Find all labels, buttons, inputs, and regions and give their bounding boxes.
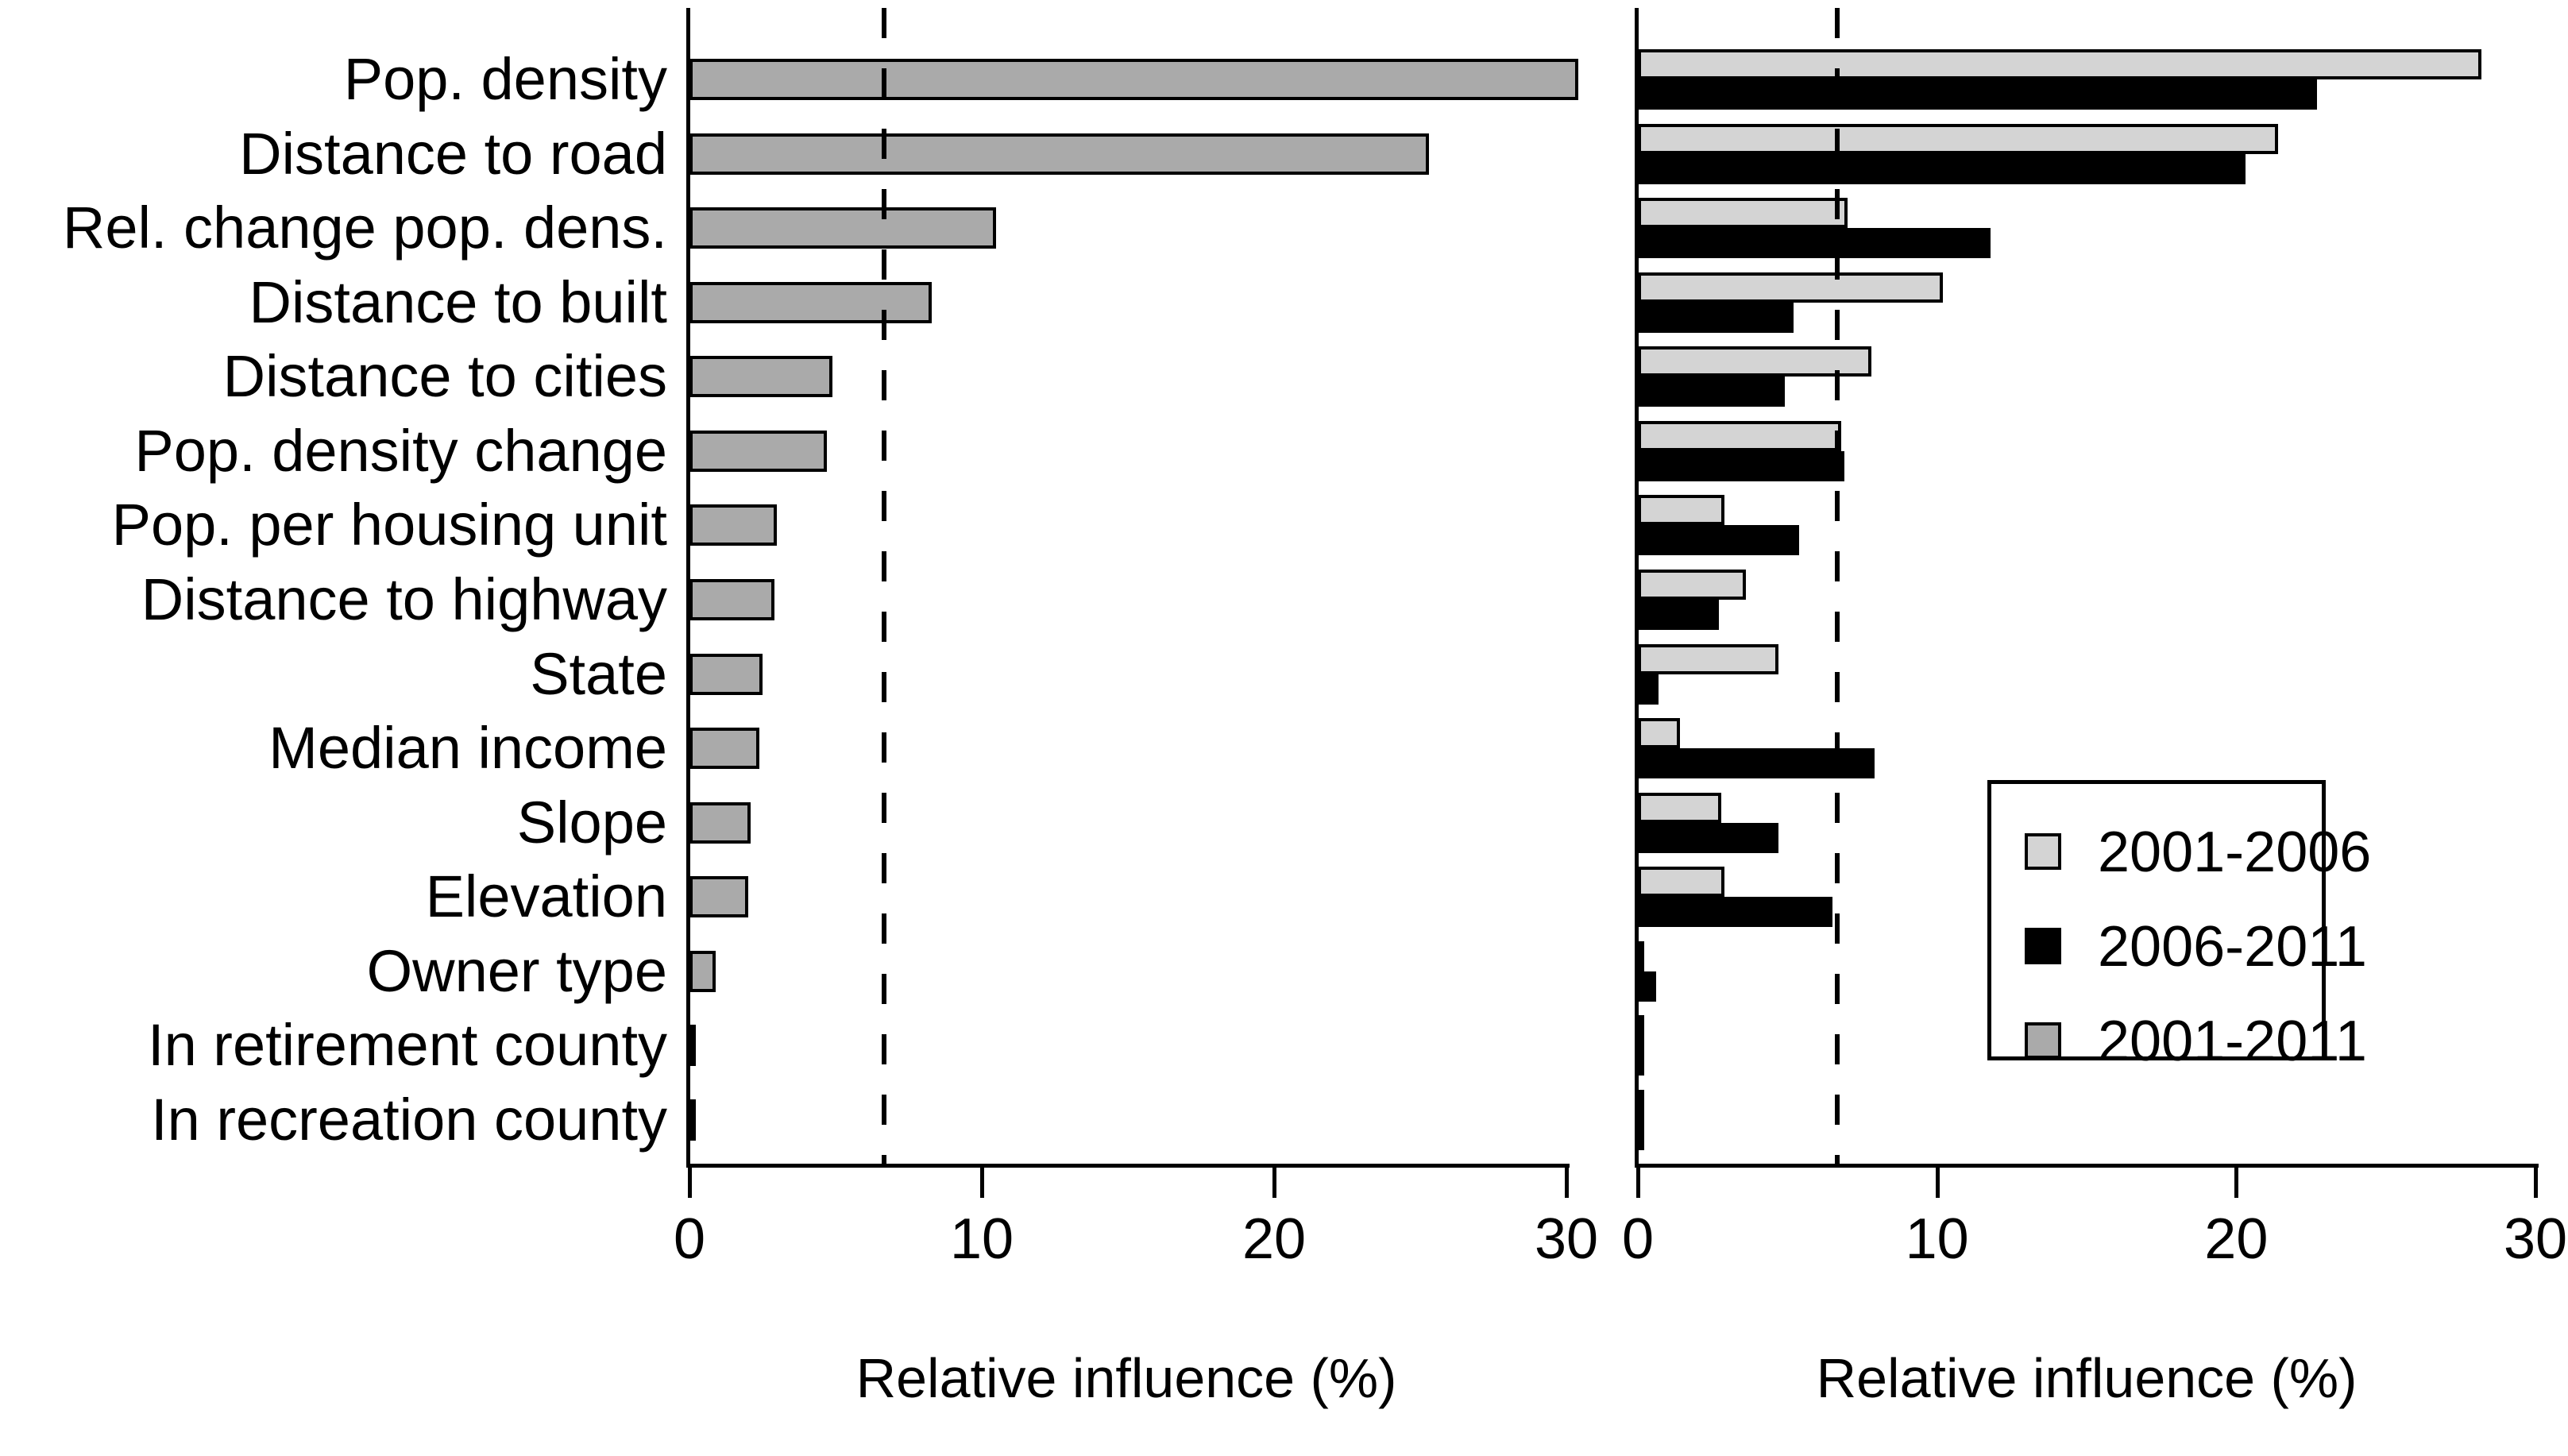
category-label: Distance to built	[249, 268, 668, 335]
bar-2001-2011	[689, 430, 827, 472]
bar-2001-2011	[689, 504, 778, 546]
bar-2001-2011	[689, 579, 774, 620]
bar-2006-2011	[1638, 674, 1659, 705]
bar-2006-2011	[1638, 153, 2246, 184]
y-axis-line	[686, 8, 690, 1168]
category-label: Pop. density	[343, 46, 667, 112]
bar-2006-2011	[1638, 79, 2318, 110]
x-axis-line	[686, 1164, 1570, 1168]
bar-2001-2011	[689, 133, 1430, 175]
bar-2006-2011	[1638, 377, 1785, 407]
bar-2001-2011	[689, 653, 763, 695]
bar-2001-2011	[689, 950, 716, 992]
x-axis-tick-label: 10	[949, 1207, 1014, 1271]
x-axis-tick	[1636, 1168, 1640, 1198]
x-axis-tick	[980, 1168, 984, 1198]
bar-2006-2011	[1638, 971, 1656, 1002]
bar-2006-2011	[1638, 748, 1875, 779]
legend: 2001-2006 2006-2011 2001-2011	[1987, 780, 2371, 1072]
legend-swatch-2001-2006	[2025, 833, 2061, 870]
legend-label: 2001-2011	[2098, 1010, 2367, 1073]
category-label: State	[530, 640, 667, 707]
bar-2006-2011	[1638, 525, 1800, 556]
x-axis-tick	[1935, 1168, 1940, 1198]
x-axis-tick	[1272, 1168, 1276, 1198]
category-label: Pop. per housing unit	[111, 492, 667, 558]
bar-2001-2011	[689, 281, 933, 323]
bar-2001-2006	[1638, 1015, 1644, 1046]
bar-2001-2006	[1638, 49, 2482, 79]
right-x-axis-title: Relative influence (%)	[1816, 1347, 2358, 1409]
bar-2001-2011	[689, 356, 833, 398]
bar-2001-2006	[1638, 198, 1848, 229]
category-label: Pop. density change	[134, 417, 667, 484]
threshold-dashed-line	[882, 8, 887, 1164]
x-axis-tick	[2234, 1168, 2239, 1198]
category-label: In recreation county	[151, 1087, 667, 1153]
category-label: Distance to cities	[222, 343, 667, 410]
y-axis-line	[1635, 8, 1639, 1168]
x-axis-tick	[1565, 1168, 1569, 1198]
x-axis-tick-label: 30	[2503, 1207, 2568, 1271]
bar-2001-2011	[689, 207, 997, 249]
legend-label: 2001-2006	[2098, 821, 2372, 884]
bar-2001-2011	[689, 1099, 696, 1141]
legend-swatch-2001-2011	[2025, 1022, 2061, 1059]
category-label: Elevation	[425, 863, 667, 930]
category-label: Owner type	[366, 937, 667, 1004]
bar-2001-2011	[689, 1025, 696, 1067]
bar-2001-2006	[1638, 643, 1779, 674]
bar-2001-2006	[1638, 346, 1871, 377]
bar-2001-2006	[1638, 272, 1944, 303]
bar-2001-2006	[1638, 718, 1680, 749]
legend-label: 2006-2011	[2098, 915, 2367, 979]
bar-2001-2006	[1638, 420, 1842, 451]
bar-2006-2011	[1638, 228, 1991, 259]
x-axis-tick-label: 30	[1534, 1207, 1599, 1271]
bar-2006-2011	[1638, 302, 1794, 333]
bar-2001-2011	[689, 801, 751, 844]
bar-2006-2011	[1638, 600, 1719, 630]
bar-2001-2006	[1638, 570, 1746, 600]
x-axis-line	[1635, 1164, 2539, 1168]
x-axis-tick	[2534, 1168, 2538, 1198]
bar-2001-2006	[1638, 1090, 1644, 1120]
bar-2001-2006	[1638, 123, 2279, 154]
bar-2001-2006	[1638, 792, 1722, 823]
x-axis-tick-label: 20	[2204, 1207, 2269, 1271]
x-axis-tick-label: 0	[673, 1207, 706, 1271]
left-x-axis-title: Relative influence (%)	[855, 1347, 1397, 1409]
bar-2006-2011	[1638, 822, 1779, 853]
category-label: Distance to highway	[141, 566, 667, 632]
x-axis-tick-label: 10	[1905, 1207, 1969, 1271]
category-label: Rel. change pop. dens.	[62, 195, 667, 261]
bar-2001-2011	[689, 59, 1578, 100]
x-axis-tick	[688, 1168, 692, 1198]
bar-2001-2011	[689, 876, 748, 918]
bar-2001-2006	[1638, 940, 1644, 971]
bar-2006-2011	[1638, 1120, 1644, 1150]
legend-swatch-2006-2011	[2025, 928, 2061, 964]
category-label: In retirement county	[148, 1012, 667, 1079]
category-label: Distance to road	[239, 120, 667, 187]
bar-2001-2006	[1638, 867, 1725, 898]
bar-2006-2011	[1638, 897, 1832, 928]
threshold-dashed-line	[1835, 8, 1840, 1164]
category-label: Median income	[268, 715, 667, 782]
bar-2006-2011	[1638, 450, 1844, 481]
category-label: Slope	[516, 789, 667, 855]
x-axis-tick-label: 0	[1621, 1207, 1655, 1271]
x-axis-tick-label: 20	[1242, 1207, 1307, 1271]
bar-2001-2006	[1638, 495, 1725, 526]
bar-2006-2011	[1638, 1045, 1644, 1076]
bar-2001-2011	[689, 728, 760, 770]
